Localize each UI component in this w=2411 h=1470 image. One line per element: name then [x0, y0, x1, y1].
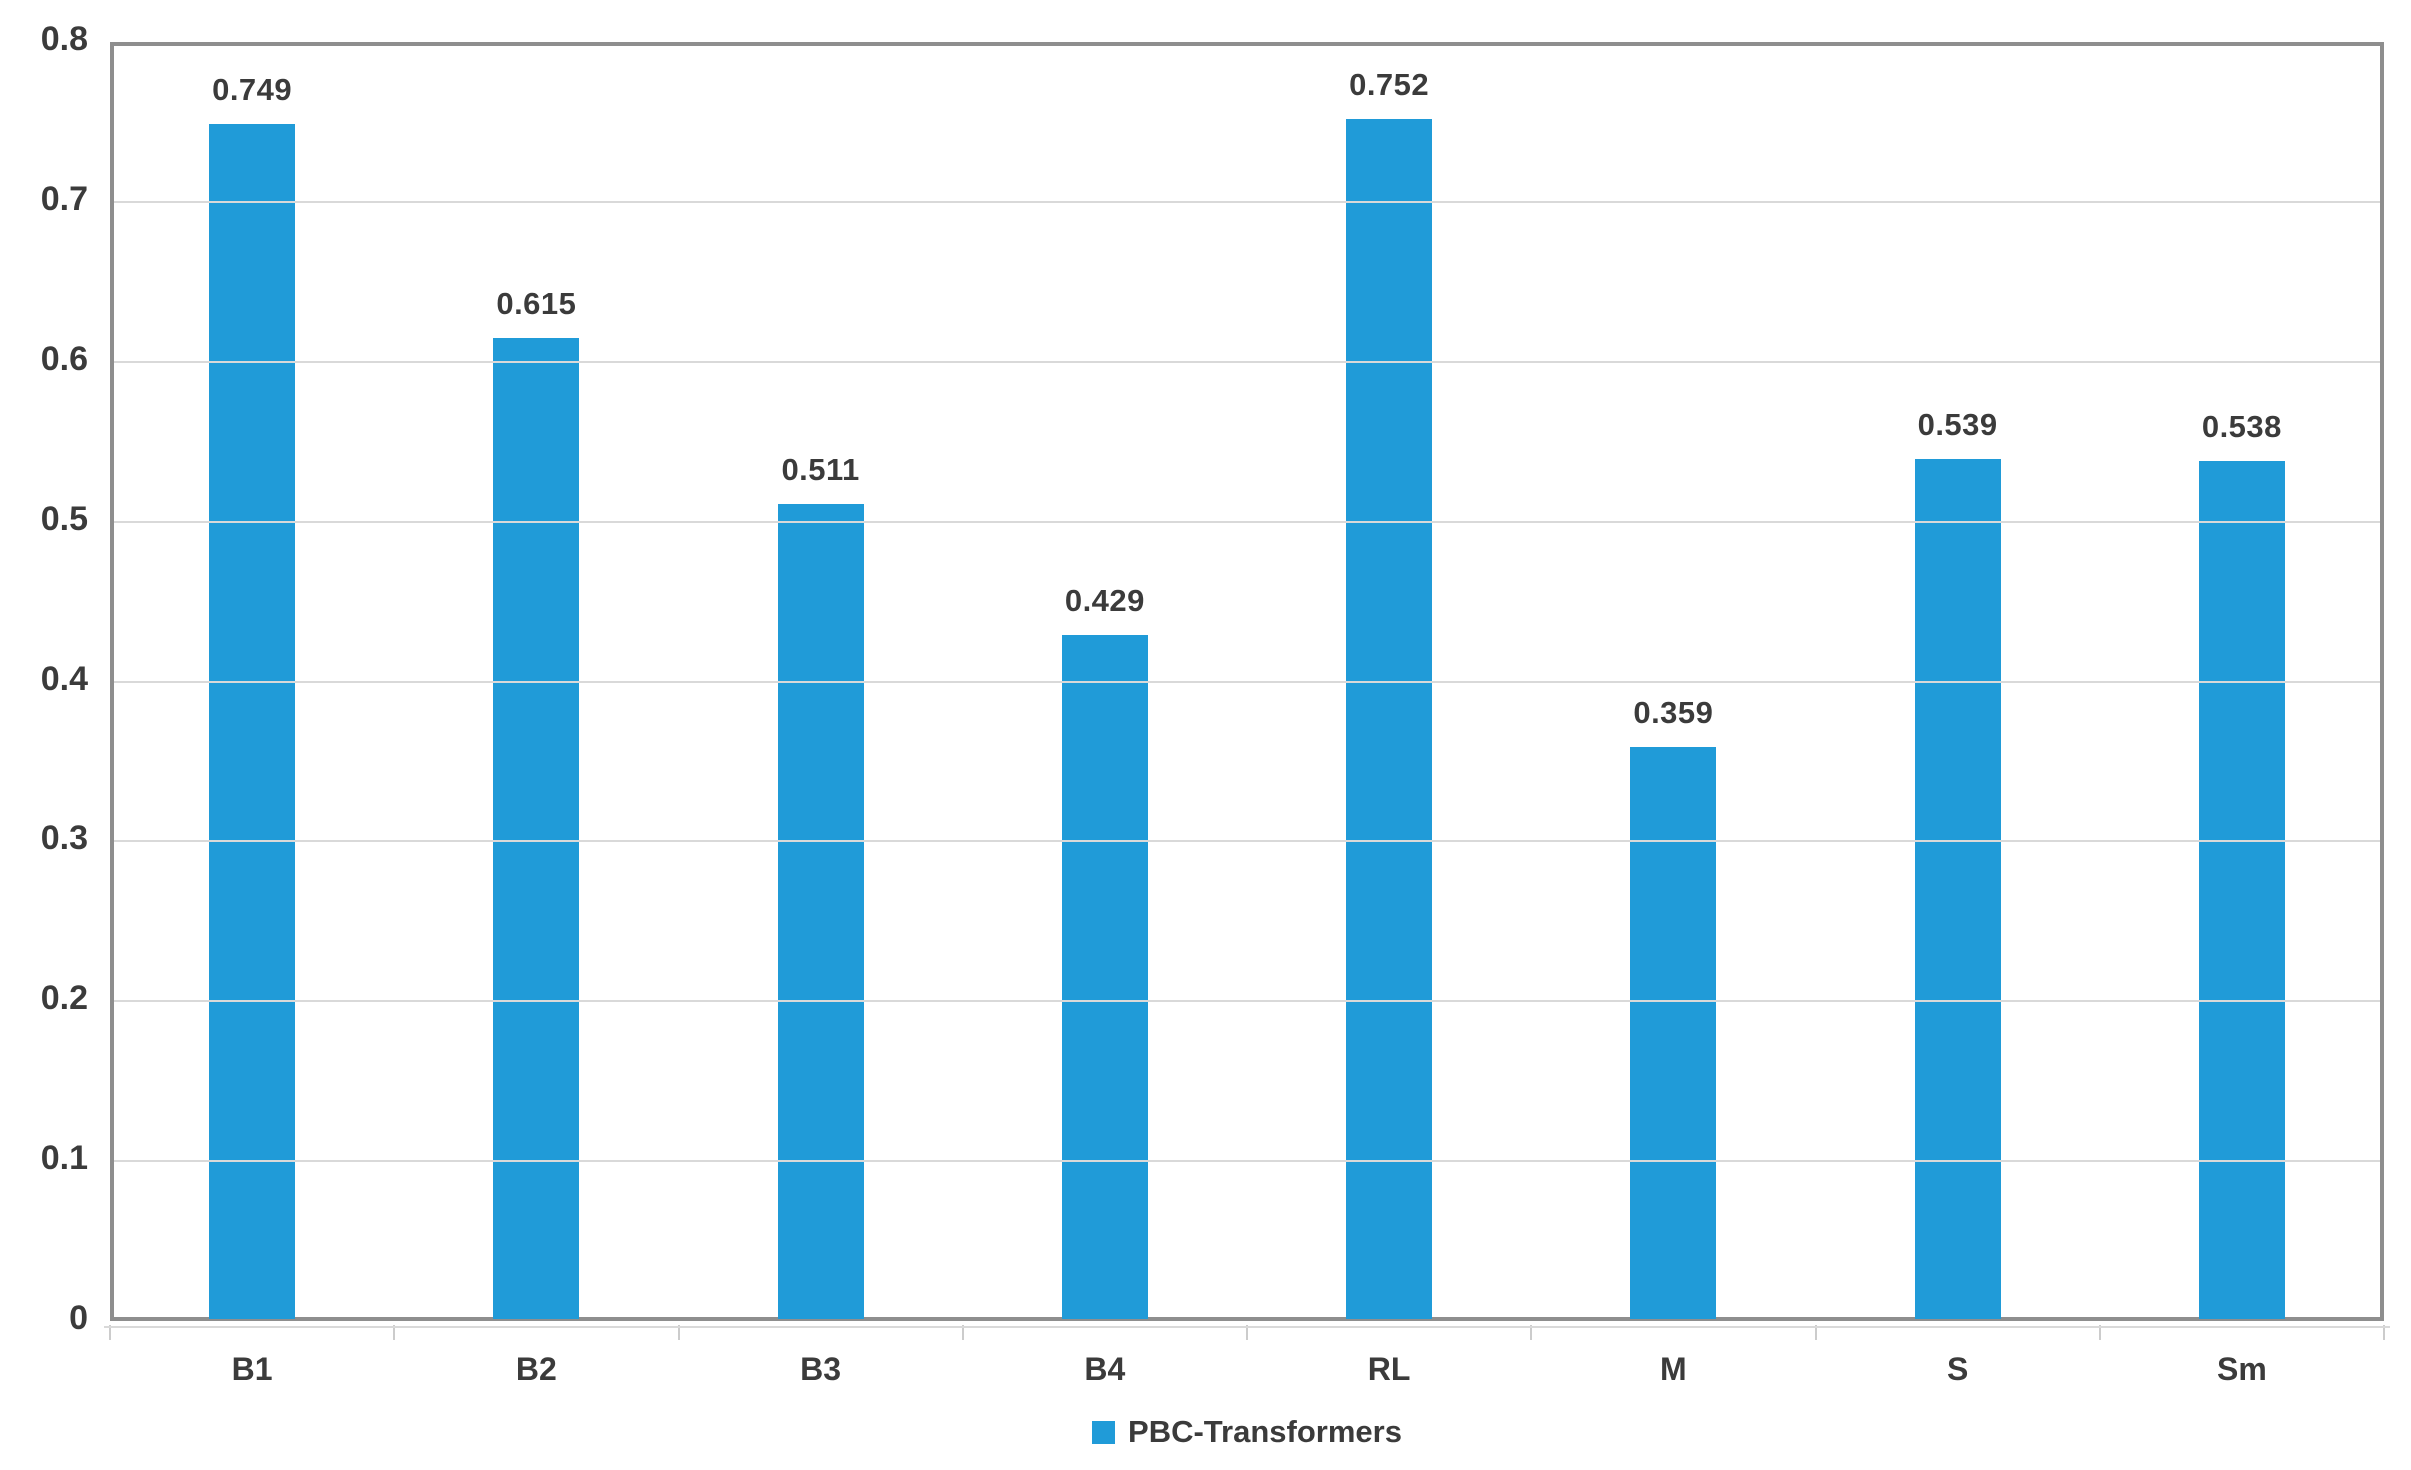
bar [2198, 460, 2285, 1319]
gridline [114, 1160, 2380, 1163]
x-tick-label: Sm [2216, 1351, 2267, 1387]
gridline [114, 1000, 2380, 1003]
x-tick-label: M [1660, 1351, 1687, 1387]
x-tick-label: B1 [231, 1351, 273, 1387]
gridline [114, 360, 2380, 363]
gridline [114, 520, 2380, 523]
bar [209, 123, 296, 1319]
y-tick-label: 0.2 [40, 979, 88, 1018]
bar [493, 337, 580, 1319]
bar-value-label: 0.359 [1633, 695, 1714, 731]
y-tick-label: 0.1 [40, 1139, 88, 1178]
x-tick-label: RL [1367, 1351, 1411, 1387]
gridline [114, 200, 2380, 203]
bar-value-label: 0.752 [1349, 66, 1430, 102]
x-axis-tick [961, 1325, 964, 1340]
y-tick-label: 0.5 [40, 499, 88, 538]
bar [777, 504, 864, 1319]
x-axis-tick [1246, 1325, 1248, 1340]
legend: PBC-Transformers [110, 1412, 2384, 1452]
gridline [114, 680, 2380, 683]
x-axis-tick [393, 1325, 396, 1340]
bar-value-label: 0.538 [2201, 408, 2282, 444]
x-axis-tick [677, 1325, 680, 1340]
x-axis-tick [109, 1325, 111, 1340]
y-tick-label: 0.3 [40, 819, 88, 858]
y-tick-label: 0.8 [40, 20, 88, 58]
x-axis-tick [1530, 1325, 1533, 1340]
x-tick-label: B3 [800, 1351, 842, 1387]
axis-underline [104, 1326, 2390, 1328]
y-tick-label: 0 [69, 1299, 88, 1337]
bar-value-label: 0.749 [212, 71, 293, 107]
legend-swatch [1092, 1420, 1116, 1444]
x-tick-label: B4 [1084, 1351, 1126, 1387]
x-axis-tick [2098, 1325, 2101, 1340]
bar-value-label: 0.429 [1064, 583, 1145, 619]
bar-value-label: 0.511 [781, 452, 860, 488]
bar [1346, 118, 1433, 1319]
x-tick-label: B2 [515, 1351, 557, 1387]
bar-value-label: 0.615 [496, 285, 577, 321]
bar [1914, 459, 2001, 1319]
y-tick-label: 0.6 [40, 339, 88, 378]
gridline [114, 840, 2380, 843]
bar-value-label: 0.539 [1917, 407, 1998, 443]
bar [1630, 747, 1717, 1319]
legend-label: PBC-Transformers [1128, 1414, 1402, 1449]
y-tick-label: 0.4 [40, 659, 88, 698]
x-axis-tick [1814, 1325, 1817, 1340]
bar [1061, 635, 1148, 1319]
x-tick-label: S [1946, 1351, 1969, 1387]
x-axis-tick [2383, 1325, 2385, 1340]
y-tick-label: 0.7 [40, 179, 88, 218]
